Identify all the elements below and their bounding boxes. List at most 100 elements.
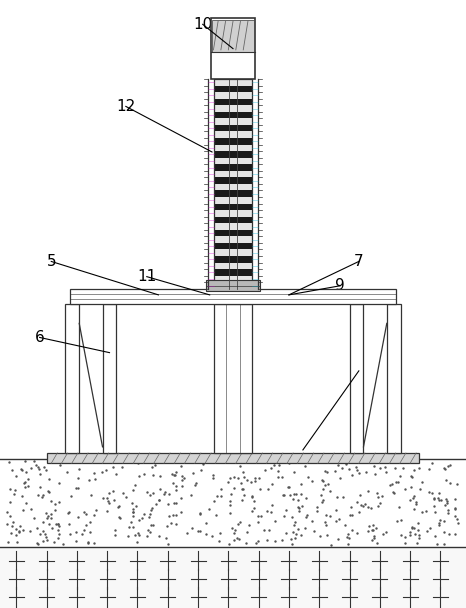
- Point: [288, 534, 295, 544]
- Point: [347, 502, 355, 512]
- Point: [20, 505, 27, 515]
- Point: [44, 511, 51, 521]
- Point: [44, 486, 52, 496]
- Point: [13, 537, 21, 547]
- Point: [440, 527, 447, 537]
- Point: [246, 520, 253, 530]
- Point: [236, 517, 243, 527]
- Point: [319, 476, 327, 486]
- Point: [38, 492, 46, 502]
- Point: [290, 467, 298, 477]
- Point: [255, 474, 263, 483]
- Point: [390, 488, 397, 497]
- Point: [209, 473, 217, 483]
- Point: [268, 479, 275, 489]
- Point: [349, 510, 356, 520]
- Point: [402, 484, 409, 494]
- Point: [240, 467, 247, 477]
- Point: [308, 476, 315, 486]
- Point: [169, 478, 176, 488]
- Point: [152, 499, 159, 509]
- Point: [103, 465, 110, 475]
- Point: [203, 518, 210, 528]
- Point: [65, 519, 72, 529]
- Point: [230, 528, 237, 537]
- Point: [265, 525, 273, 535]
- Point: [15, 527, 23, 536]
- Point: [51, 500, 59, 510]
- Point: [147, 527, 154, 537]
- Point: [43, 513, 51, 523]
- Point: [66, 529, 74, 539]
- Point: [331, 466, 338, 476]
- Point: [406, 528, 413, 537]
- Point: [172, 485, 179, 495]
- Point: [210, 496, 218, 506]
- Point: [342, 520, 349, 530]
- Point: [295, 502, 302, 512]
- Point: [453, 480, 461, 489]
- Point: [64, 468, 71, 477]
- Point: [3, 507, 11, 517]
- Point: [237, 461, 244, 471]
- Point: [239, 484, 246, 494]
- Point: [261, 465, 269, 475]
- Point: [53, 519, 60, 528]
- Point: [289, 527, 297, 536]
- Point: [21, 478, 28, 488]
- Point: [52, 505, 59, 515]
- Point: [374, 492, 382, 502]
- Point: [65, 508, 72, 518]
- Point: [406, 495, 414, 505]
- Point: [110, 486, 117, 496]
- Point: [292, 489, 300, 499]
- Point: [22, 482, 29, 492]
- Point: [22, 499, 29, 508]
- Point: [407, 471, 415, 481]
- Point: [349, 525, 356, 535]
- Point: [116, 513, 123, 523]
- Point: [199, 459, 206, 469]
- Point: [451, 503, 459, 513]
- Point: [287, 490, 294, 500]
- Point: [122, 492, 130, 502]
- Point: [252, 539, 260, 548]
- Bar: [214, 171, 252, 178]
- Bar: [65, 304, 79, 453]
- Point: [111, 525, 119, 534]
- Point: [27, 505, 34, 514]
- Point: [342, 459, 350, 469]
- Point: [233, 533, 240, 543]
- Point: [412, 499, 420, 508]
- Bar: [214, 230, 252, 237]
- Point: [240, 484, 247, 494]
- Point: [406, 530, 413, 539]
- Point: [444, 505, 452, 515]
- Point: [128, 499, 136, 508]
- Point: [33, 460, 40, 470]
- Point: [55, 529, 63, 539]
- Point: [72, 483, 80, 492]
- Bar: [214, 105, 252, 112]
- Point: [136, 531, 143, 541]
- Point: [55, 533, 62, 543]
- Bar: [214, 243, 252, 249]
- Bar: [214, 275, 252, 282]
- Point: [381, 461, 389, 471]
- Point: [87, 491, 94, 500]
- Point: [119, 462, 126, 472]
- Point: [165, 511, 172, 521]
- Point: [212, 510, 220, 520]
- Point: [367, 503, 375, 513]
- Point: [356, 490, 363, 500]
- Bar: [214, 216, 252, 223]
- Point: [285, 482, 293, 491]
- Point: [41, 529, 49, 539]
- Point: [295, 524, 302, 534]
- Bar: [214, 98, 252, 105]
- Point: [7, 485, 14, 494]
- Bar: [214, 210, 252, 216]
- Point: [156, 531, 163, 541]
- Point: [356, 507, 363, 517]
- Point: [283, 457, 291, 467]
